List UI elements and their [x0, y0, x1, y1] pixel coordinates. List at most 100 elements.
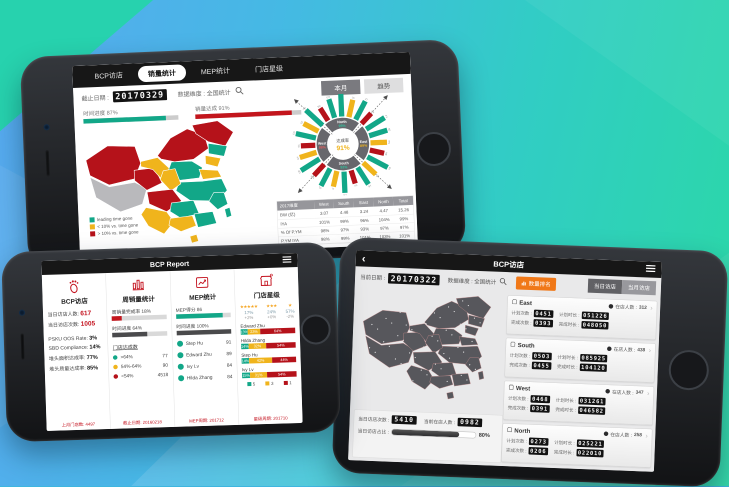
menu-icon[interactable]	[282, 256, 291, 264]
home-button[interactable]	[416, 131, 451, 166]
store-icon	[510, 340, 516, 349]
today-stats-panel: 当日访店次数 : 5410 当前在店人数 : 0982 当日访店占比 : 80%	[352, 409, 503, 463]
home-button[interactable]	[300, 314, 331, 345]
phone-sales-dashboard: BCP访店 销量统计 MEP统计 门店星级 截止日期 : 20170329 数据…	[20, 39, 467, 271]
stacked-bar: 14%32%54%	[241, 342, 296, 349]
chevron-right-icon: ›	[650, 304, 653, 311]
back-button[interactable]: ‹	[362, 253, 366, 264]
month-visits-button[interactable]: 当月访店	[622, 280, 657, 295]
camera-dot	[19, 310, 25, 316]
legend-swatch-teal	[89, 217, 94, 222]
col-footer: 截止日期: 20160218	[111, 418, 175, 426]
svg-text:JS: JS	[351, 96, 355, 100]
date-lcd: 20170329	[113, 89, 167, 102]
svg-text:SD: SD	[387, 128, 391, 132]
svg-text:95%: 95%	[339, 124, 347, 128]
done-time-lcd: 022010	[576, 449, 604, 458]
col-title: MEP统计	[175, 291, 230, 302]
visits-lcd: 5410	[392, 415, 417, 424]
search-icon[interactable]	[234, 86, 243, 98]
one-star-icon: ★	[285, 303, 294, 309]
store-icon	[512, 298, 518, 307]
region-people: 在店人数 :258	[604, 430, 642, 438]
svg-text:CQ: CQ	[292, 131, 296, 135]
plan-time-lcd: 085925	[580, 354, 608, 363]
visit-title: BCP访店	[493, 258, 524, 270]
search-icon[interactable]	[499, 277, 507, 288]
dot-icon	[178, 375, 184, 381]
mep-score-fill	[176, 313, 223, 319]
map-legend: leading time gone < 10% vs. time gone > …	[89, 213, 138, 236]
store-icon	[508, 383, 514, 392]
china-map-dark	[354, 290, 504, 411]
col-footer: MEP周期: 201712	[175, 416, 239, 424]
star-summary: ★★★★★17%+2% ★★★24%+0% ★57%-2%	[240, 303, 295, 321]
done-time-lcd: 048050	[581, 321, 609, 330]
svg-text:HB: HB	[384, 152, 388, 156]
report-col-bcp-visit: BCP访店 当日访店人数: 617 当日访店次数: 1005 PSKU OOS …	[42, 273, 111, 431]
tab-bcp-visit[interactable]: BCP访店	[84, 67, 133, 85]
weekly-sales-fill	[112, 316, 122, 321]
visit-ratio-track	[391, 428, 476, 438]
plan-count-lcd: 0468	[530, 395, 550, 403]
date-lcd: 20170322	[388, 273, 440, 285]
region-name: East	[519, 299, 532, 306]
plan-count-lcd: 0503	[532, 352, 552, 360]
chevron-right-icon: ›	[645, 432, 648, 439]
visit-ratio-fill	[392, 429, 459, 437]
plan-count-lcd: 0273	[529, 437, 549, 445]
svg-text:JL: JL	[331, 187, 335, 191]
dot-icon	[114, 374, 119, 379]
report-col-store-rating: 门店星级 ★★★★★17%+2% ★★★24%+0% ★57%-2% Edwar…	[234, 267, 302, 425]
phone-bcp-report: BCP Report BCP访店 当日访店人数: 617 当日访店次数: 100…	[1, 242, 341, 442]
region-people: 在店人数 :312	[609, 302, 647, 310]
rank-button[interactable]: 数量排名	[516, 276, 556, 291]
dot-icon	[113, 365, 118, 370]
region-card-south[interactable]: South 在店人数 :438 › 计划次数 : 0503 计划时长 : 085…	[504, 338, 655, 383]
done-count-lcd: 0391	[530, 404, 550, 412]
region-card-east[interactable]: East 在店人数 :312 › 计划次数 : 0451 计划时长 : 0512…	[506, 295, 657, 340]
region-card-north[interactable]: North 在店人数 :258 › 计划次数 : 0273 计划时长 : 025…	[501, 423, 652, 468]
plan-time-lcd: 031261	[578, 397, 606, 406]
stacked-bar: 13%23%64%	[241, 328, 296, 335]
region-cards: East 在店人数 :312 › 计划次数 : 0451 计划时长 : 0512…	[501, 295, 657, 468]
dot-icon	[177, 341, 183, 347]
plan-time-lcd: 051226	[581, 311, 609, 320]
visit-period-toggle: 当日访店 当月访店	[588, 279, 656, 296]
col-title: 门店星级	[239, 289, 294, 300]
bar-chart-icon	[111, 275, 166, 294]
tab-sales-stats[interactable]: 销量统计	[138, 64, 187, 82]
report-title: BCP Report	[150, 259, 189, 268]
svg-text:ZJ: ZJ	[364, 98, 368, 102]
chevron-right-icon: ›	[647, 389, 650, 396]
region-name: North	[514, 427, 530, 435]
legend-swatch-red	[90, 231, 95, 236]
menu-icon[interactable]	[645, 265, 655, 274]
done-count-lcd: 0455	[532, 362, 552, 370]
rating-legend: 5 3 1	[242, 380, 297, 387]
earpiece-slit	[46, 150, 50, 176]
dimension-label: 数据维度 : 全国统计	[177, 88, 230, 99]
phone-bcp-visit: ‹ BCP访店 当前日期 : 20170322 数据维度 : 全国统计 数量排名…	[332, 237, 729, 487]
dot-icon	[113, 355, 118, 360]
col-footer: 上月门店数: 4497	[46, 420, 110, 428]
dot-icon	[605, 389, 610, 394]
done-time-lcd: 104120	[579, 364, 607, 373]
visitors-count: 617	[80, 309, 91, 317]
tab-store-rating[interactable]: 门店星级	[245, 60, 294, 78]
region-card-west[interactable]: West 在店人数 :347 › 计划次数 : 0468 计划时长 : 0312…	[503, 380, 654, 425]
home-button[interactable]	[668, 349, 710, 391]
today-visits-button[interactable]: 当日访店	[588, 279, 623, 294]
region-name: West	[516, 384, 530, 392]
sales-progress: 销量达成 91%	[195, 101, 301, 119]
col-title: BCP访店	[47, 295, 102, 306]
svg-text:91%: 91%	[336, 145, 350, 153]
tab-mep-stats[interactable]: MEP统计	[191, 62, 241, 80]
camera-dot	[44, 124, 50, 130]
plan-count-lcd: 0451	[534, 310, 554, 318]
shop-icon	[239, 271, 294, 290]
line-chart-icon	[175, 273, 230, 292]
footprint-icon	[46, 277, 101, 296]
chevron-right-icon: ›	[649, 347, 652, 354]
